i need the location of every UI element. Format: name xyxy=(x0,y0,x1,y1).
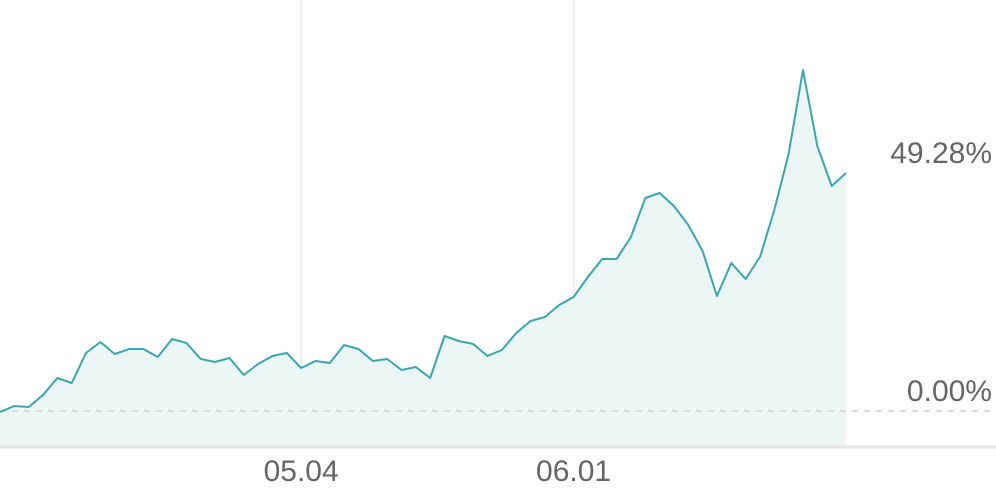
x-tick-label: 06.01 xyxy=(536,455,611,488)
data-points xyxy=(0,69,847,413)
series-line xyxy=(0,69,847,413)
zero-value-label: 0.00% xyxy=(907,375,992,408)
last-value-label: 49.28% xyxy=(890,137,992,170)
x-tick-label: 05.04 xyxy=(264,455,339,488)
x-tick-labels: 05.04 06.01 xyxy=(264,455,612,488)
area-fill xyxy=(0,70,846,446)
